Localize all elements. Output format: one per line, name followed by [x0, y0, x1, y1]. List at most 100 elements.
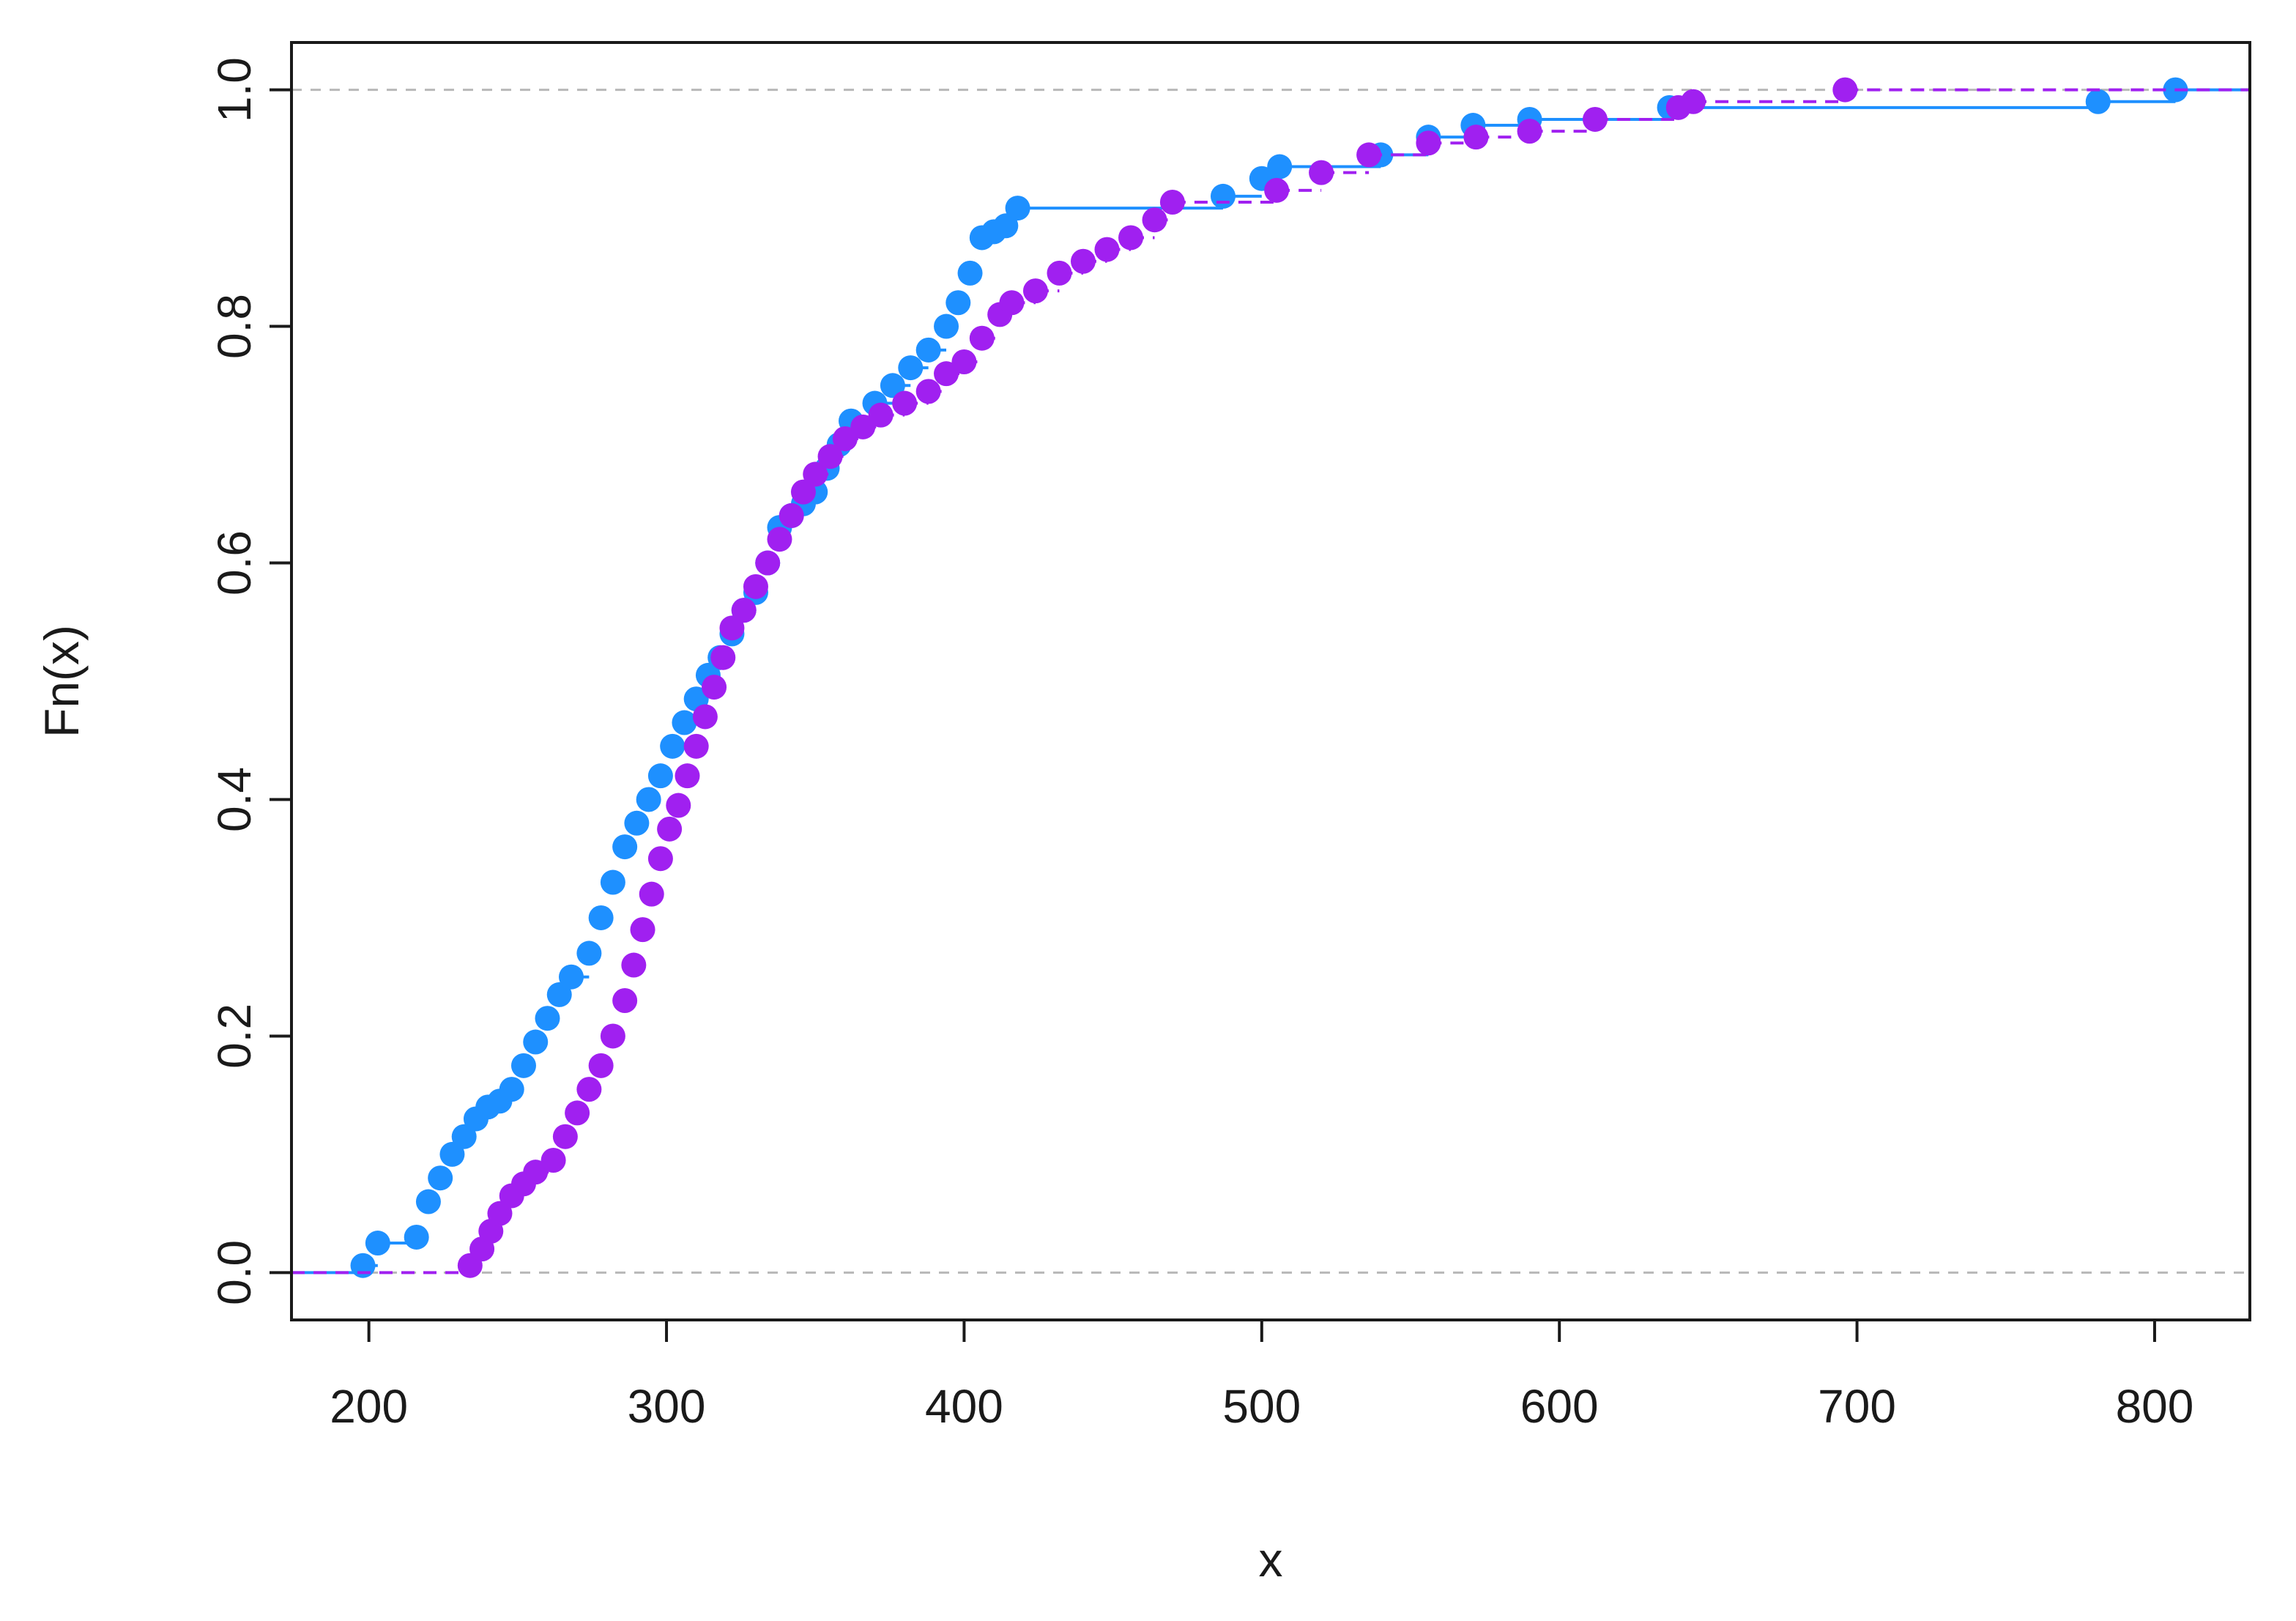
ecdf-point — [934, 314, 959, 339]
ecdf-point — [2085, 89, 2111, 114]
ecdf-point — [755, 550, 781, 576]
ecdf-point — [1142, 207, 1167, 233]
ecdf-point — [1309, 160, 1334, 185]
ecdf-point — [993, 213, 1019, 239]
y-tick-label: 0.6 — [208, 530, 261, 596]
y-axis: 0.0 0.2 0.4 0.6 0.8 1.0 — [208, 57, 293, 1305]
ecdf-point — [1094, 237, 1120, 262]
ecdf-point — [487, 1201, 513, 1226]
ecdf-point — [803, 461, 828, 487]
ecdf-point — [535, 1006, 560, 1031]
x-tick-label: 600 — [1520, 1380, 1599, 1433]
ecdf-point — [999, 290, 1025, 316]
ecdf-point — [1832, 77, 1858, 103]
ecdf-point — [969, 325, 995, 351]
ecdf-point — [702, 675, 727, 700]
x-axis: 200 300 400 500 600 700 800 — [330, 1318, 2194, 1433]
ecdf-point — [660, 733, 686, 759]
y-tick-label: 0.0 — [208, 1240, 261, 1305]
y-tick-label: 0.4 — [208, 767, 261, 832]
ecdf-point — [915, 337, 941, 363]
x-tick-label: 200 — [330, 1380, 408, 1433]
ecdf-point — [817, 444, 843, 470]
ecdf-point — [350, 1253, 376, 1278]
ecdf-point — [675, 763, 700, 789]
ecdf-point — [1681, 89, 1706, 114]
ecdf-point — [559, 964, 584, 990]
plot-frame — [290, 41, 2251, 1321]
x-tick-label: 500 — [1222, 1380, 1301, 1433]
ecdf-point — [647, 763, 673, 789]
ecdf-point — [1264, 177, 1290, 203]
ecdf-point — [731, 598, 757, 623]
series-layer — [291, 77, 2250, 1278]
ecdf-point — [672, 710, 697, 735]
ecdf-point — [1267, 154, 1293, 179]
ecdf-point — [743, 574, 768, 599]
ecdf-point — [647, 846, 673, 872]
ecdf-point — [850, 414, 876, 439]
ecdf-point — [636, 787, 661, 812]
ecdf-point — [1005, 196, 1030, 221]
ecdf-point — [951, 349, 977, 374]
ecdf-point — [510, 1053, 536, 1078]
ecdf-point — [365, 1231, 390, 1256]
ecdf-point — [710, 645, 736, 670]
x-tick-label: 400 — [925, 1380, 1003, 1433]
ecdf-point — [1047, 260, 1072, 286]
ecdf-point — [945, 290, 971, 316]
x-tick-label: 300 — [628, 1380, 706, 1433]
ecdf-point — [639, 881, 664, 907]
ecdf-point — [719, 615, 745, 641]
reference-lines — [291, 89, 2250, 1274]
ecdf-point — [779, 502, 804, 528]
ecdf-point — [1356, 142, 1382, 168]
ecdf-point — [565, 1100, 590, 1126]
ecdf-point — [934, 361, 959, 387]
ecdf-point — [1022, 278, 1048, 304]
ecdf-point — [898, 355, 924, 381]
ecdf-point — [523, 1029, 549, 1055]
ecdf-point — [1118, 225, 1143, 251]
ecdf-point — [624, 810, 650, 836]
y-tick-label: 1.0 — [208, 57, 261, 122]
ecdf-point — [404, 1224, 429, 1250]
ecdf-point — [523, 1160, 549, 1185]
ecdf-point — [892, 390, 918, 416]
ecdf-point — [868, 402, 893, 428]
y-tick-label: 0.2 — [208, 1004, 261, 1069]
ecdf-point — [666, 793, 691, 818]
ecdf-point — [657, 816, 683, 842]
ecdf-point — [683, 733, 709, 759]
ecdf-point — [428, 1165, 453, 1191]
ecdf-point — [621, 952, 647, 978]
ecdf-point — [915, 379, 941, 404]
ecdf-point — [546, 982, 572, 1007]
ecdf-point — [612, 834, 638, 860]
x-tick-label: 700 — [1818, 1380, 1896, 1433]
ecdf-point — [880, 373, 905, 398]
ecdf-point — [1582, 106, 1608, 132]
ecdf-point — [692, 704, 718, 730]
ecdf-point — [630, 917, 655, 943]
ecdf-point — [439, 1141, 465, 1167]
x-tick-label: 800 — [2116, 1380, 2194, 1433]
ecdf-point — [957, 260, 983, 286]
ecdf-point — [415, 1189, 441, 1214]
ecdf-point — [600, 1023, 625, 1049]
ecdf-point — [576, 1077, 602, 1102]
ecdf-point — [588, 905, 614, 930]
ecdf-point — [1463, 125, 1489, 150]
ecdf-point — [1416, 130, 1441, 156]
ecdf-point — [1517, 119, 1542, 144]
ecdf-series — [291, 77, 2250, 1278]
ecdf-point — [612, 988, 638, 1013]
ecdf-point — [1159, 190, 1185, 215]
x-axis-title: x — [1259, 1532, 1283, 1587]
y-tick-label: 0.8 — [208, 294, 261, 359]
ecdf-point — [832, 426, 858, 451]
ecdf-point — [790, 479, 816, 505]
ecdf-point — [600, 869, 625, 895]
ecdf-point — [499, 1077, 524, 1102]
